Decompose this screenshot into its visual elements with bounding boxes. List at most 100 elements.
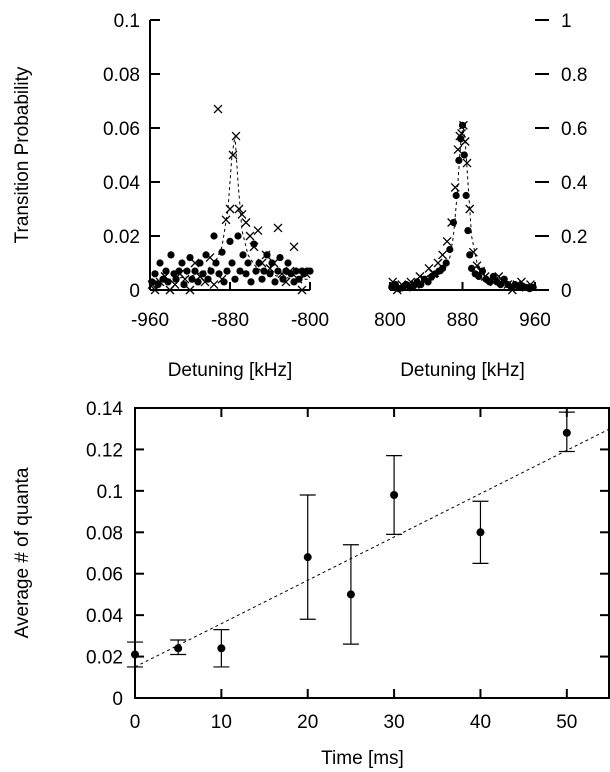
data-point-cross bbox=[225, 204, 235, 214]
data-point-dot bbox=[202, 251, 210, 259]
data-point-cross bbox=[289, 242, 299, 252]
data-point-dot bbox=[466, 251, 474, 259]
data-point-dot bbox=[223, 267, 231, 275]
data-point-cross bbox=[234, 204, 244, 214]
data-point-cross bbox=[265, 263, 275, 273]
data-point-dot bbox=[239, 251, 247, 259]
data-point-cross bbox=[301, 269, 311, 279]
y-tick-label-right: 0.4 bbox=[561, 173, 588, 194]
data-point-dot bbox=[460, 151, 468, 159]
data-point-cross bbox=[213, 104, 223, 114]
panel-bottom: 0 0.02 0.04 0.06 0.08 0.1 0.12 0.14 0 10 20 30 40 50 T… bbox=[12, 399, 610, 769]
data-point-dot bbox=[417, 281, 425, 289]
data-point-cross bbox=[485, 274, 495, 284]
y-tick-label-left: 0.02 bbox=[103, 227, 140, 248]
data-point-dot bbox=[303, 553, 312, 562]
data-point-dot bbox=[346, 590, 355, 599]
data-point-cross bbox=[438, 250, 448, 260]
data-point-cross bbox=[249, 242, 259, 252]
x-tick-label-bottom: 20 bbox=[297, 712, 318, 733]
data-point-cross bbox=[190, 258, 200, 268]
data-point-cross bbox=[269, 258, 279, 268]
data-point-cross bbox=[512, 280, 522, 290]
y-tick-label-right: 1 bbox=[561, 11, 572, 32]
data-point-dot bbox=[455, 156, 463, 164]
y-tick-label-bottom: 0.06 bbox=[86, 565, 123, 586]
data-point-cross bbox=[457, 128, 467, 138]
data-point-dot bbox=[188, 275, 196, 283]
data-point-dot bbox=[210, 232, 218, 240]
x-tick-label-right: 800 bbox=[374, 310, 406, 331]
data-point-cross bbox=[170, 280, 180, 290]
data-point-dot bbox=[274, 267, 282, 275]
data-point-cross bbox=[480, 272, 490, 281]
data-point-dot bbox=[464, 227, 472, 235]
data-point-dot bbox=[467, 264, 476, 272]
data-point-cross bbox=[231, 131, 241, 141]
data-point-dot bbox=[226, 237, 234, 245]
data-point-dot bbox=[218, 248, 226, 256]
data-point-dot bbox=[131, 650, 139, 659]
panel-left: 0 0.02 0.04 0.06 0.08 0.1 -960 -880 -800 Detuning… bbox=[12, 11, 329, 381]
data-point-cross bbox=[253, 226, 263, 236]
y-tick-label-bottom: 0.12 bbox=[86, 440, 123, 461]
x-tick-label-left: -800 bbox=[291, 310, 329, 331]
data-point-dot bbox=[207, 267, 215, 275]
y-tick-label-bottom: 0.02 bbox=[86, 648, 123, 669]
data-point-dot bbox=[442, 259, 450, 267]
x-axis-label-bottom: Time [ms] bbox=[321, 748, 404, 769]
data-point-cross bbox=[415, 272, 425, 281]
data-point-cross bbox=[273, 223, 283, 233]
fit-line-bottom bbox=[134, 428, 610, 668]
data-point-cross bbox=[261, 250, 271, 260]
data-point-dot bbox=[452, 191, 460, 200]
y-tick-label-bottom: 0 bbox=[112, 689, 123, 710]
y-tick-label-left: 0.1 bbox=[114, 11, 140, 32]
data-point-dot bbox=[236, 267, 244, 275]
y-tick-label-bottom: 0.08 bbox=[86, 523, 123, 544]
data-point-dot bbox=[462, 191, 470, 200]
x-tick-label-left: -880 bbox=[211, 310, 249, 331]
data-point-cross bbox=[209, 280, 219, 290]
data-point-dot bbox=[449, 218, 458, 227]
data-point-dot bbox=[271, 278, 279, 286]
data-point-dot bbox=[215, 270, 223, 278]
data-point-cross bbox=[257, 258, 267, 268]
data-point-dot bbox=[167, 251, 175, 259]
data-point-cross bbox=[468, 247, 478, 257]
x-tick-label-bottom: 30 bbox=[384, 712, 405, 733]
y-axis-label-bottom: Average # of quanta bbox=[12, 467, 33, 638]
data-point-cross bbox=[285, 266, 295, 276]
data-point-cross bbox=[462, 158, 472, 168]
data-point-cross bbox=[450, 182, 460, 192]
data-point-dot bbox=[178, 259, 186, 267]
y-tick-label-left: 0.08 bbox=[103, 65, 140, 86]
panel-right: 0 0.2 0.4 0.6 0.8 1 800 880 960 Detuning [kHz] bbox=[374, 11, 588, 381]
data-point-cross bbox=[447, 218, 457, 227]
y-tick-label-bottom: 0.1 bbox=[97, 482, 123, 503]
y-tick-label-right: 0 bbox=[561, 281, 572, 302]
data-point-dot bbox=[390, 491, 399, 499]
data-point-dot bbox=[260, 267, 268, 275]
data-point-cross bbox=[147, 280, 157, 290]
x-tick-label-right: 880 bbox=[447, 310, 479, 331]
data-point-cross bbox=[458, 120, 468, 130]
data-point-cross bbox=[217, 274, 227, 284]
data-point-cross bbox=[205, 253, 215, 263]
data-point-dot bbox=[263, 251, 271, 259]
data-point-dot bbox=[476, 528, 485, 537]
data-point-dot bbox=[247, 278, 255, 286]
data-point-dot bbox=[164, 278, 172, 286]
data-point-dot bbox=[217, 644, 226, 653]
data-point-dot bbox=[234, 232, 242, 240]
data-point-cross bbox=[150, 285, 160, 295]
data-point-cross bbox=[245, 231, 255, 241]
y-tick-label-right: 0.8 bbox=[561, 65, 587, 86]
data-point-cross bbox=[433, 258, 443, 268]
data-point-dot bbox=[446, 245, 454, 254]
y-tick-label-left: 0 bbox=[129, 281, 140, 302]
x-tick-label-right: 960 bbox=[519, 310, 551, 331]
data-point-dot bbox=[424, 278, 432, 286]
x-axis-label-right: Detuning [kHz] bbox=[400, 360, 525, 381]
data-point-dot bbox=[295, 275, 303, 283]
